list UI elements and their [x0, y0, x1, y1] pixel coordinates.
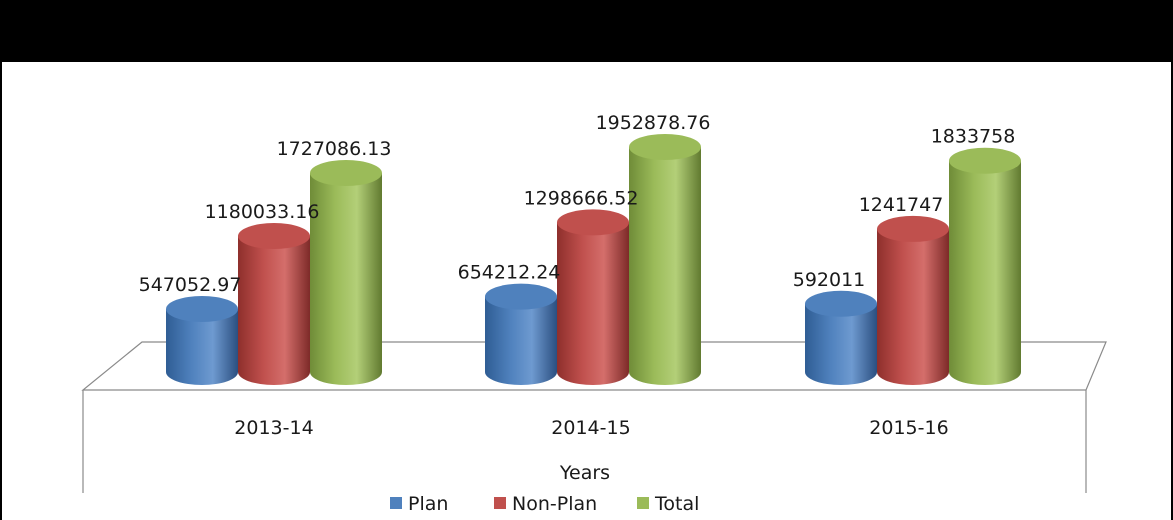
bar-top	[166, 295, 238, 322]
legend-item-total: Total	[637, 493, 699, 515]
bar-plan-2013-14	[166, 295, 238, 385]
value-labels-layer: 547052.97 1180033.16 1727086.13 654212.24 12…	[139, 112, 1016, 296]
value-label-plan-2015-16: 592011	[793, 269, 866, 291]
bar-top	[557, 209, 629, 236]
legend-label: Plan	[408, 493, 448, 515]
bar-non-plan-2015-16	[877, 215, 949, 385]
x-tick-2013-14: 2013-14	[234, 417, 313, 439]
bar-total-2013-14	[310, 160, 382, 385]
bar-non-plan-2013-14	[238, 223, 310, 385]
legend-swatch	[494, 497, 506, 509]
value-label-non-plan-2013-14: 1180033.16	[205, 201, 320, 223]
bar-body	[557, 222, 629, 385]
bar-top	[805, 290, 877, 317]
bar-top	[238, 223, 310, 250]
value-label-total-2013-14: 1727086.13	[277, 138, 392, 160]
bar-body	[949, 160, 1021, 385]
bars-layer	[166, 134, 1021, 385]
legend: Plan Non-Plan Total	[390, 493, 699, 515]
x-tick-labels: 2013-14 2014-15 2015-16	[234, 417, 948, 439]
bar-body	[877, 228, 949, 385]
x-tick-2014-15: 2014-15	[551, 417, 630, 439]
value-label-non-plan-2014-15: 1298666.52	[524, 187, 639, 209]
legend-item-non-plan: Non-Plan	[494, 493, 597, 515]
header-band	[0, 0, 1173, 62]
x-axis-title: Years	[559, 462, 610, 484]
bar-total-2014-15	[629, 134, 701, 385]
bar-body	[805, 303, 877, 385]
x-tick-2015-16: 2015-16	[869, 417, 948, 439]
bar-top	[485, 283, 557, 310]
legend-swatch	[390, 497, 402, 509]
legend-item-plan: Plan	[390, 493, 448, 515]
bar-top	[877, 215, 949, 242]
bar-non-plan-2014-15	[557, 209, 629, 385]
legend-label: Total	[654, 493, 699, 515]
bar-plan-2015-16	[805, 290, 877, 385]
bar-top	[629, 134, 701, 160]
value-label-total-2015-16: 1833758	[931, 126, 1016, 148]
value-label-total-2014-15: 1952878.76	[596, 112, 711, 134]
bar-body	[310, 173, 382, 385]
value-label-non-plan-2015-16: 1241747	[859, 194, 944, 216]
legend-swatch	[637, 497, 649, 509]
bar-top	[310, 160, 382, 187]
bar-plan-2014-15	[485, 283, 557, 385]
bar-top	[949, 147, 1021, 174]
bar-total-2015-16	[949, 147, 1021, 385]
bar-body	[629, 147, 701, 385]
bar-body	[238, 236, 310, 385]
value-label-plan-2013-14: 547052.97	[139, 274, 242, 296]
bar-body	[485, 296, 557, 385]
value-label-plan-2014-15: 654212.24	[458, 262, 561, 284]
bar-body	[166, 308, 238, 385]
legend-label: Non-Plan	[512, 493, 597, 515]
